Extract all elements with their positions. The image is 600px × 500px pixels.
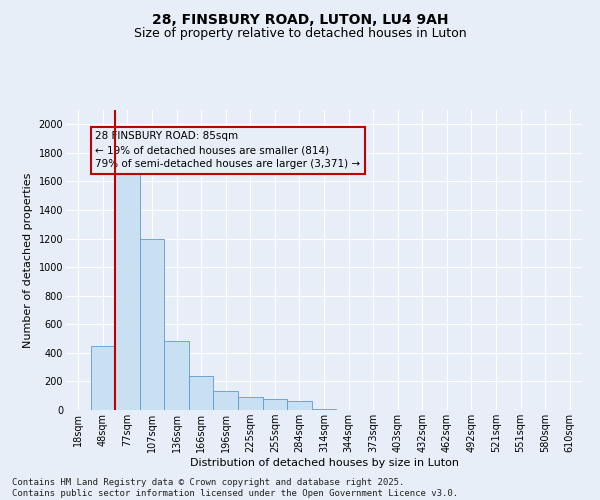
- Bar: [214, 392, 238, 410]
- Bar: [287, 402, 312, 410]
- Bar: [91, 346, 115, 410]
- Bar: [263, 398, 287, 410]
- Text: Contains HM Land Registry data © Crown copyright and database right 2025.
Contai: Contains HM Land Registry data © Crown c…: [12, 478, 458, 498]
- Bar: [189, 376, 214, 410]
- Bar: [140, 238, 164, 410]
- Text: 28 FINSBURY ROAD: 85sqm
← 19% of detached houses are smaller (814)
79% of semi-d: 28 FINSBURY ROAD: 85sqm ← 19% of detache…: [95, 132, 361, 170]
- Y-axis label: Number of detached properties: Number of detached properties: [23, 172, 33, 348]
- Text: Size of property relative to detached houses in Luton: Size of property relative to detached ho…: [134, 28, 466, 40]
- Bar: [238, 397, 263, 410]
- Text: 28, FINSBURY ROAD, LUTON, LU4 9AH: 28, FINSBURY ROAD, LUTON, LU4 9AH: [152, 12, 448, 26]
- Bar: [115, 174, 140, 410]
- X-axis label: Distribution of detached houses by size in Luton: Distribution of detached houses by size …: [190, 458, 458, 468]
- Bar: [164, 342, 189, 410]
